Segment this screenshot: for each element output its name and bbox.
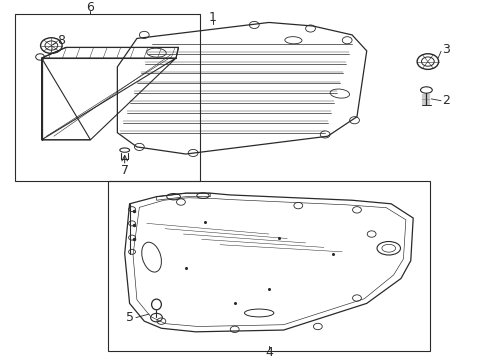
Text: 2: 2 — [442, 94, 449, 107]
Bar — [15, 14, 200, 181]
Text: 6: 6 — [86, 1, 94, 14]
Text: 5: 5 — [126, 311, 134, 324]
Text: 4: 4 — [264, 346, 272, 359]
Text: 3: 3 — [442, 42, 449, 56]
Bar — [107, 181, 429, 351]
Text: 7: 7 — [121, 163, 128, 176]
Text: 8: 8 — [57, 35, 65, 48]
Text: 1: 1 — [208, 11, 216, 24]
